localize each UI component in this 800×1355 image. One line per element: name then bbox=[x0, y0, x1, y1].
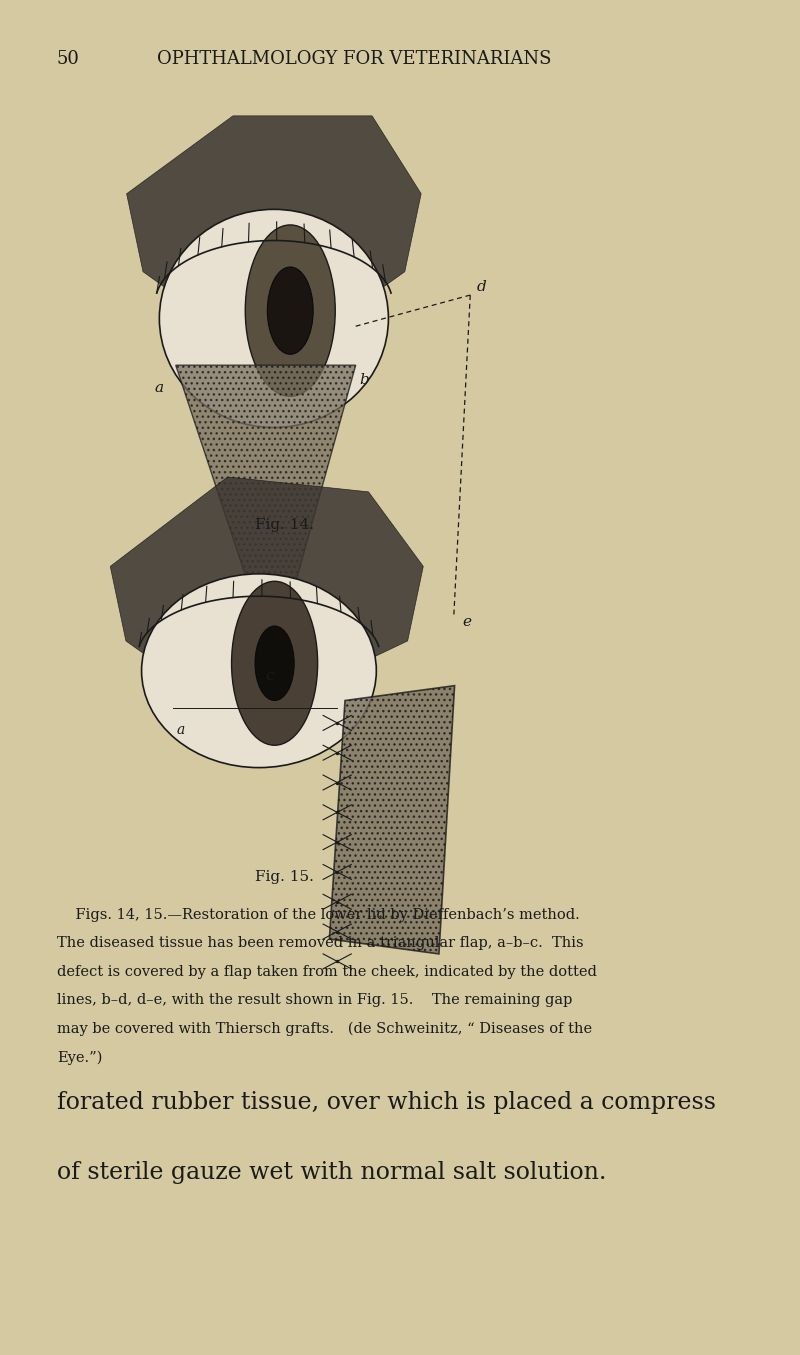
Text: d: d bbox=[477, 280, 486, 294]
Polygon shape bbox=[176, 364, 356, 661]
Text: OPHTHALMOLOGY FOR VETERINARIANS: OPHTHALMOLOGY FOR VETERINARIANS bbox=[157, 50, 551, 68]
Text: b: b bbox=[360, 373, 370, 388]
Circle shape bbox=[255, 626, 294, 701]
Text: 50: 50 bbox=[57, 50, 80, 68]
Polygon shape bbox=[330, 686, 454, 954]
Circle shape bbox=[246, 225, 335, 396]
Text: Fig. 15.: Fig. 15. bbox=[255, 870, 314, 883]
Text: a: a bbox=[177, 724, 185, 737]
Text: Eye.”): Eye.”) bbox=[57, 1050, 102, 1065]
Text: lines, b–d, d–e, with the result shown in Fig. 15.    The remaining gap: lines, b–d, d–e, with the result shown i… bbox=[57, 993, 572, 1007]
Text: Fig. 14.: Fig. 14. bbox=[255, 518, 314, 531]
Ellipse shape bbox=[142, 573, 376, 767]
Circle shape bbox=[231, 581, 318, 745]
Text: of sterile gauze wet with normal salt solution.: of sterile gauze wet with normal salt so… bbox=[57, 1161, 606, 1184]
Text: The diseased tissue has been removed in a triangular flap, a–b–c.  This: The diseased tissue has been removed in … bbox=[57, 936, 583, 950]
Text: Figs. 14, 15.—Restoration of the lower lid by Dieffenbach’s method.: Figs. 14, 15.—Restoration of the lower l… bbox=[57, 908, 580, 921]
Text: a: a bbox=[154, 381, 163, 394]
Text: may be covered with Thiersch grafts.   (de Schweinitz, “ Diseases of the: may be covered with Thiersch grafts. (de… bbox=[57, 1022, 592, 1037]
Circle shape bbox=[267, 267, 313, 354]
Polygon shape bbox=[110, 477, 423, 686]
Text: e: e bbox=[462, 615, 471, 629]
Polygon shape bbox=[126, 117, 421, 318]
Text: defect is covered by a flap taken from the cheek, indicated by the dotted: defect is covered by a flap taken from t… bbox=[57, 965, 597, 978]
Text: c: c bbox=[266, 669, 274, 683]
Text: forated rubber tissue, over which is placed a compress: forated rubber tissue, over which is pla… bbox=[57, 1091, 716, 1114]
Ellipse shape bbox=[159, 209, 389, 428]
